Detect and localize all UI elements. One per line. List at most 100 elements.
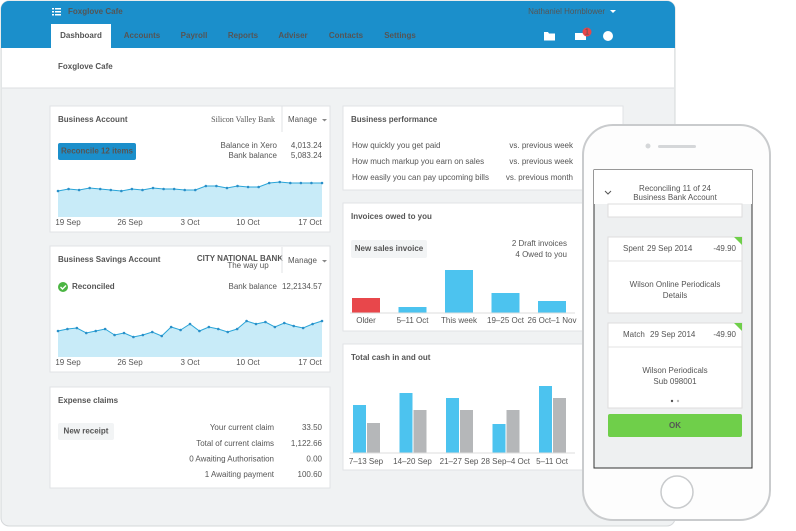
card-payee: Wilson Online Periodicals — [630, 280, 721, 289]
row-value: 1,122.66 — [291, 439, 323, 448]
button[interactable] — [58, 143, 136, 160]
sparkline-point — [122, 331, 126, 335]
caret — [610, 10, 616, 13]
row-label: Total of current claims — [196, 439, 274, 448]
button-label[interactable]: New receipt — [64, 427, 109, 436]
help-icon[interactable] — [603, 31, 613, 41]
panel — [342, 343, 624, 471]
header — [2, 48, 674, 88]
sparkline-point — [273, 325, 277, 329]
button-label[interactable]: New sales invoice — [355, 244, 424, 253]
status: Reconciled — [72, 282, 115, 291]
sparkline-point — [226, 330, 230, 334]
button[interactable] — [58, 423, 114, 440]
card-date: 29 Sep 2014 — [647, 244, 693, 253]
sparkline-point — [141, 333, 145, 337]
link[interactable]: How quickly you get paid — [352, 141, 441, 150]
panel-title: Business performance — [351, 115, 438, 124]
nav-tab[interactable]: Settings — [384, 31, 416, 40]
app-header — [594, 170, 752, 204]
check-mark — [60, 285, 67, 290]
sparkline-point — [320, 181, 324, 185]
axis-label: 17 Oct — [298, 218, 322, 227]
row-value: 5,083.24 — [291, 151, 323, 160]
pager-dot — [670, 399, 674, 403]
axis-label: 19 Sep — [55, 218, 81, 227]
sparkline-point — [254, 322, 258, 326]
panel — [342, 105, 624, 191]
badge — [582, 27, 592, 37]
badge-count: 1 — [585, 28, 590, 37]
button[interactable] — [351, 240, 427, 258]
button-label[interactable]: OK — [669, 421, 681, 430]
camera — [645, 143, 651, 149]
axis-label: 26 Sep — [117, 358, 143, 367]
sparkline-point — [193, 188, 197, 192]
sparkline-point — [301, 326, 305, 330]
mail-icon[interactable] — [575, 33, 586, 40]
pager-dot — [676, 399, 680, 403]
card-type: Spent — [623, 244, 645, 253]
back-icon[interactable] — [604, 190, 612, 195]
sparkline-point — [77, 188, 81, 192]
axis-label: 17 Oct — [298, 358, 322, 367]
sparkline-point — [67, 187, 70, 191]
check-icon — [58, 282, 68, 292]
sparkline-point — [235, 327, 239, 331]
nav-tab[interactable]: Contacts — [329, 31, 364, 40]
user-name[interactable]: Nathaniel Hornblower — [528, 7, 605, 16]
bar — [491, 293, 520, 313]
card-amount: -49.90 — [713, 330, 736, 339]
panel-title: Expense claims — [58, 396, 119, 405]
panel-title: Invoices owed to you — [351, 212, 432, 221]
axis-label: 5–11 Oct — [536, 457, 569, 466]
panel-title: Business Savings Account — [58, 255, 161, 264]
sparkline-point — [103, 327, 107, 331]
sparkline-point — [98, 187, 102, 191]
sparkline-point — [310, 181, 313, 185]
row-value: 33.50 — [302, 423, 323, 432]
axis-label: 19–25 Oct — [487, 316, 525, 325]
card-flag — [734, 237, 742, 245]
nav-tab[interactable]: Payroll — [181, 31, 208, 40]
manage-menu[interactable]: Manage — [288, 256, 317, 265]
sparkline-point — [289, 181, 292, 185]
sparkline-point — [94, 329, 98, 333]
sparkline-point — [278, 180, 282, 184]
link[interactable]: How easily you can pay upcoming bills — [352, 173, 489, 182]
card-stub — [607, 203, 743, 218]
row-label: Your current claim — [210, 423, 275, 432]
card-amount: -49.90 — [713, 244, 736, 253]
sparkline-point — [141, 188, 144, 192]
bar — [506, 410, 520, 453]
sparkline-point — [183, 188, 187, 192]
bar — [446, 398, 459, 453]
axis-label: This week — [441, 316, 478, 325]
bank-tagline: The way up — [227, 261, 269, 270]
row-value: 100.60 — [298, 470, 323, 479]
axis-label: 10 Oct — [236, 218, 260, 227]
comparison: vs. previous week — [509, 141, 574, 150]
card-detail: Sub 098001 — [653, 377, 697, 386]
manage-menu[interactable]: Manage — [288, 115, 317, 124]
row-label: 1 Awaiting payment — [205, 470, 275, 479]
link[interactable]: How much markup you earn on sales — [352, 157, 484, 166]
menu-icon — [52, 8, 61, 16]
button-label[interactable]: Reconcile 12 items — [61, 147, 134, 156]
card-date: 29 Sep 2014 — [650, 330, 696, 339]
bank-logo: CITY NATIONAL BANK — [197, 254, 283, 263]
nav-tab[interactable]: Reports — [228, 31, 259, 40]
nav-tab[interactable]: Adviser — [278, 31, 307, 40]
card — [607, 322, 743, 409]
sparkline-point — [88, 186, 91, 190]
sparkline-point — [169, 325, 173, 329]
sparkline-point — [56, 189, 60, 193]
card-type: Match — [623, 330, 645, 339]
axis-label: 28 Sep–4 Oct — [481, 457, 531, 466]
nav-tab[interactable]: Dashboard — [60, 31, 102, 40]
ok-button[interactable] — [608, 414, 742, 437]
bar — [553, 398, 566, 453]
sparkline-point — [204, 184, 208, 188]
folder-icon[interactable] — [544, 32, 555, 41]
nav-tab[interactable]: Accounts — [124, 31, 161, 40]
